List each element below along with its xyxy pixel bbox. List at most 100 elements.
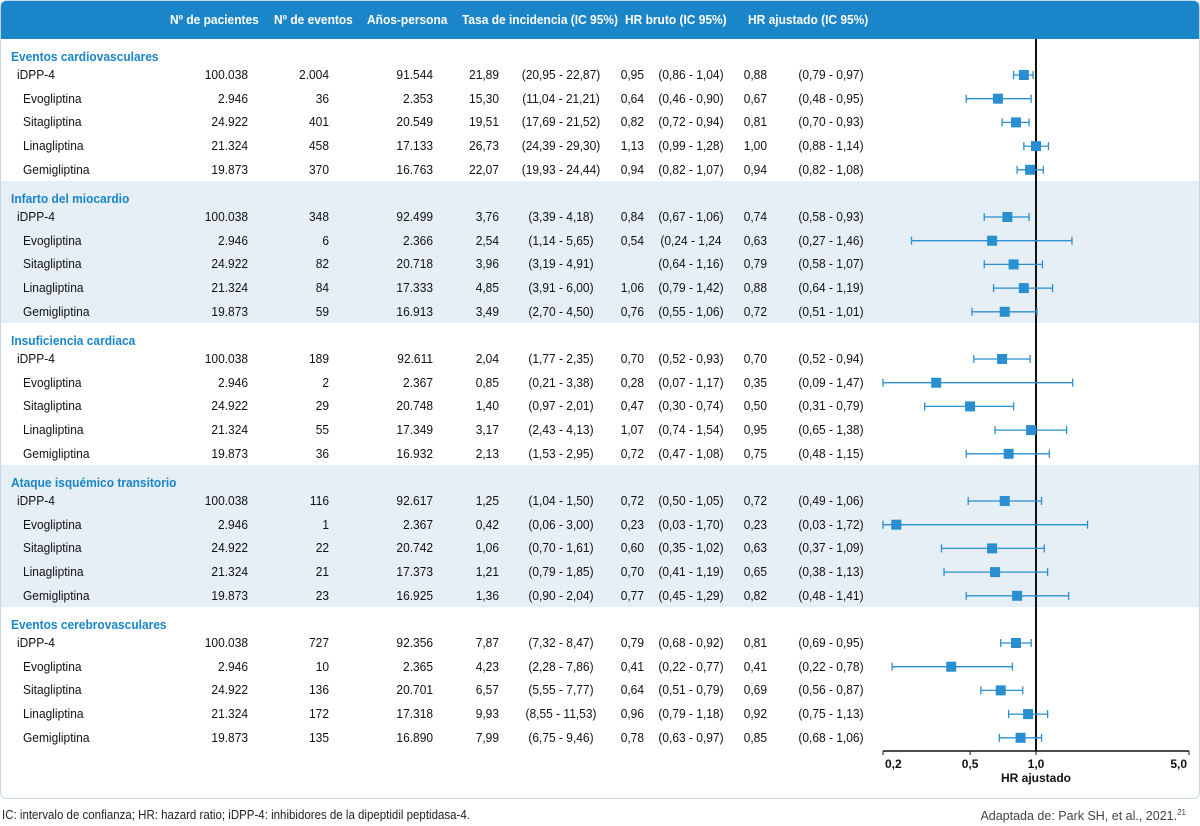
cell-events: 2: [322, 374, 329, 390]
cell-rate-ci: (6,75 - 9,46): [528, 729, 594, 745]
cell-person-years: 17.349: [396, 422, 433, 438]
row-label: Gemigliptina: [23, 445, 90, 461]
hr-point: [1025, 164, 1036, 175]
cell-rate-ci: (1,53 - 2,95): [528, 445, 594, 461]
hr-point: [1002, 212, 1013, 222]
cell-rate: 1,36: [475, 587, 499, 603]
cell-patients: 19.873: [211, 445, 248, 461]
header-patients: Nº de pacientes: [170, 12, 259, 27]
cell-rate-ci: (0,06 - 3,00): [528, 516, 594, 532]
cell-rate: 4,85: [475, 280, 499, 296]
cell-hr-adj-ci: (0,82 - 1,08): [798, 161, 864, 177]
cell-hr-adj-ci: (0,68 - 1,06): [798, 729, 864, 745]
cell-hr-crude: 0,64: [620, 682, 644, 698]
cell-hr-crude: 0,54: [620, 232, 644, 248]
cell-events: 21: [315, 564, 329, 580]
cell-hr-adj: 1,00: [743, 138, 767, 154]
footnote: IC: intervalo de confianza; HR: hazard r…: [2, 808, 470, 822]
hr-point: [1003, 448, 1014, 459]
cell-rate-ci: (2,28 - 7,86): [528, 658, 594, 674]
cell-hr-crude: 0,77: [620, 587, 644, 603]
cell-events: 348: [309, 209, 329, 224]
cell-events: 458: [309, 138, 329, 154]
cell-hr-adj-ci: (0,70 - 0,93): [798, 114, 864, 130]
cell-hr-crude: 0,64: [620, 90, 644, 106]
cell-rate: 3,96: [475, 256, 499, 272]
cell-person-years: 2.367: [403, 516, 433, 532]
cell-person-years: 20.718: [396, 256, 433, 272]
cell-hr-crude-ci: (0,22 - 0,77): [658, 658, 724, 674]
hr-point: [997, 354, 1008, 364]
cell-rate-ci: (19,93 - 24,44): [521, 161, 601, 177]
cell-hr-adj-ci: (0,64 - 1,19): [798, 280, 864, 296]
cell-person-years: 20.701: [396, 682, 433, 698]
cell-person-years: 16.925: [396, 587, 433, 603]
cell-hr-crude: 0,94: [620, 161, 644, 177]
cell-rate-ci: (1,77 - 2,35): [528, 351, 594, 366]
cell-hr-adj: 0,94: [743, 161, 767, 177]
cell-rate: 2,04: [475, 351, 499, 366]
cell-hr-adj: 0,63: [743, 540, 767, 556]
cell-person-years: 20.549: [396, 114, 433, 130]
cell-rate-ci: (2,43 - 4,13): [528, 422, 594, 438]
hr-point: [931, 377, 942, 388]
cell-hr-adj-ci: (0,58 - 1,07): [798, 256, 864, 272]
cell-hr-crude-ci: (0,64 - 1,16): [658, 256, 724, 272]
cell-person-years: 2.365: [403, 658, 433, 674]
hr-point: [1031, 141, 1041, 152]
row-label: Gemigliptina: [23, 587, 90, 603]
cell-events: 116: [309, 493, 329, 508]
cell-person-years: 16.763: [396, 161, 433, 177]
section-title: Eventos cardiovasculares: [11, 49, 159, 64]
cell-hr-crude-ci: (0,82 - 1,07): [658, 161, 724, 177]
cell-events: 55: [315, 422, 329, 438]
hr-point: [1010, 638, 1021, 648]
cell-person-years: 16.913: [396, 303, 433, 319]
cell-hr-adj-ci: (0,52 - 0,94): [798, 351, 864, 366]
cell-rate-ci: (3,39 - 4,18): [528, 209, 594, 224]
cell-rate: 1,21: [475, 564, 499, 580]
row-label: Sitagliptina: [23, 398, 82, 414]
cell-events: 82: [315, 256, 329, 272]
cell-patients: 100.038: [204, 209, 248, 224]
cell-hr-crude-ci: (0,45 - 1,29): [658, 587, 724, 603]
cell-events: 23: [315, 587, 329, 603]
row-label: Linagliptina: [23, 706, 84, 722]
cell-hr-adj-ci: (0,31 - 0,79): [798, 398, 864, 414]
cell-rate: 21,89: [469, 67, 499, 82]
source-text: Adaptada de: Park SH, et al., 2021.: [980, 809, 1178, 824]
cell-hr-crude: 0,23: [620, 516, 644, 532]
cell-hr-crude-ci: (0,35 - 1,02): [658, 540, 724, 556]
cell-hr-crude: 0,78: [620, 729, 644, 745]
cell-rate: 0,42: [475, 516, 499, 532]
cell-hr-crude-ci: (0,52 - 0,93): [658, 351, 724, 366]
source-reference: 21: [1177, 808, 1186, 817]
cell-rate-ci: (0,97 - 2,01): [528, 398, 594, 414]
cell-person-years: 2.366: [403, 232, 433, 248]
cell-rate-ci: (5,55 - 7,77): [528, 682, 594, 698]
cell-hr-adj-ci: (0,09 - 1,47): [798, 374, 864, 390]
cell-hr-adj-ci: (0,69 - 0,95): [798, 635, 864, 650]
cell-hr-adj: 0,67: [743, 90, 767, 106]
cell-hr-adj-ci: (0,38 - 1,13): [798, 564, 864, 580]
cell-hr-adj-ci: (0,88 - 1,14): [798, 138, 864, 154]
cell-rate: 6,57: [475, 682, 499, 698]
row-label: iDPP-4: [17, 635, 55, 650]
cell-rate: 7,87: [475, 635, 499, 650]
hr-point: [999, 306, 1010, 317]
cell-rate: 2,54: [475, 232, 499, 248]
cell-events: 727: [309, 635, 329, 650]
cell-person-years: 92.356: [396, 635, 433, 650]
cell-hr-adj: 0,23: [743, 516, 767, 532]
hr-point: [1023, 709, 1034, 720]
cell-events: 6: [322, 232, 329, 248]
x-axis-label: HR ajustado: [1001, 771, 1071, 785]
row-label: iDPP-4: [17, 209, 55, 224]
cell-patients: 21.324: [211, 564, 248, 580]
cell-hr-adj-ci: (0,27 - 1,46): [798, 232, 864, 248]
cell-hr-crude: 0,72: [620, 445, 644, 461]
cell-hr-adj-ci: (0,79 - 0,97): [798, 67, 864, 82]
hr-point: [999, 496, 1010, 506]
cell-hr-crude-ci: (0,03 - 1,70): [658, 516, 724, 532]
cell-hr-crude: 1,06: [620, 280, 644, 296]
